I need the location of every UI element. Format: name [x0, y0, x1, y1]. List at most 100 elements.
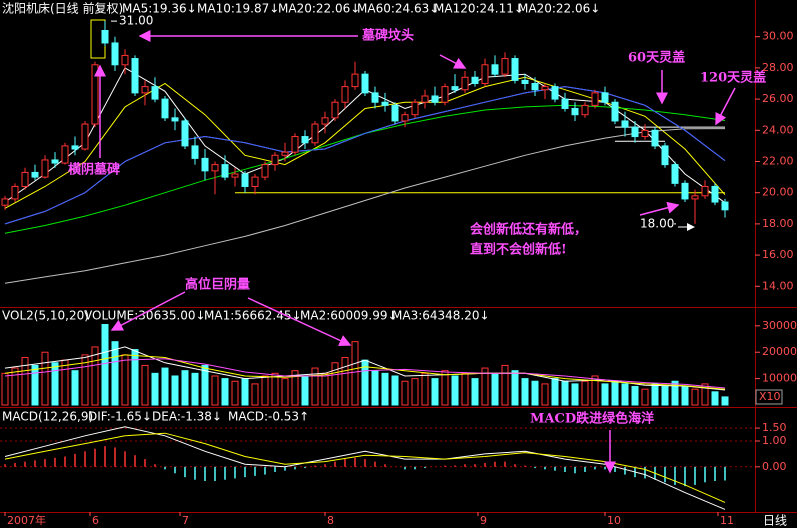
volume-bar — [111, 341, 119, 406]
y-tick-label: 28.00 — [762, 61, 794, 74]
y-tick-label: 24.00 — [762, 123, 794, 136]
volume-bar — [671, 380, 679, 406]
candle-body — [301, 136, 309, 144]
legend-entry: MA10:19.87↓ — [197, 2, 279, 16]
candle-body — [661, 145, 669, 166]
volume-bar — [41, 351, 49, 406]
candle-body — [431, 95, 439, 103]
volume-bar — [21, 357, 29, 406]
legend-entry: MA20:22.06↓ — [278, 2, 360, 16]
volume-bar — [301, 375, 309, 406]
x-tick-label: 7 — [182, 514, 189, 527]
candle-body — [161, 98, 169, 119]
candle-body — [631, 126, 639, 138]
annotation: MACD跌进绿色海洋 — [530, 411, 654, 427]
candle-body — [411, 101, 419, 116]
candle-body — [71, 145, 79, 150]
y-tick-label: 26.00 — [762, 92, 794, 105]
volume-bar — [251, 383, 259, 406]
y-tick-label: 30000 — [762, 319, 797, 332]
indicator-line — [4, 358, 726, 389]
volume-bar — [71, 370, 79, 406]
candle-body — [521, 79, 529, 85]
panel-frame — [0, 0, 797, 513]
volume-bar — [291, 370, 299, 406]
annotation-arrows — [94, 30, 736, 474]
annotation: 墓碑坟头 — [361, 28, 414, 44]
volume-bar — [321, 372, 329, 406]
candle-body — [281, 151, 289, 156]
candle-body — [11, 185, 19, 200]
candle-body — [721, 201, 729, 211]
candle-body — [171, 117, 179, 122]
candle-body — [201, 157, 209, 172]
candle-body — [451, 86, 459, 91]
candle-body — [561, 98, 569, 109]
volume-bar — [711, 391, 719, 406]
high-label: 31.00 — [119, 14, 153, 28]
candle-body — [211, 164, 219, 172]
candle-body — [531, 83, 539, 91]
legend-entry: MA60:24.63↓ — [357, 2, 439, 16]
volume-bar — [351, 341, 359, 406]
candle-body — [61, 145, 69, 164]
candle-body — [141, 86, 149, 94]
candle-body — [151, 86, 159, 100]
y-tick-label: 1.50 — [762, 421, 787, 434]
candle-body — [651, 129, 659, 147]
annotation: 高位巨阴量 — [185, 277, 250, 293]
y-tick-label: 20000 — [762, 345, 797, 358]
panel-title: MACD(12,26,9) — [2, 410, 93, 424]
volume-bar — [131, 349, 139, 406]
candle-body — [541, 86, 549, 91]
unit-label: X10 — [759, 390, 781, 403]
candle-body — [31, 171, 39, 178]
volume-bar — [611, 380, 619, 406]
volume-bar — [431, 378, 439, 406]
candle-body — [581, 104, 589, 116]
volume-bar — [701, 383, 709, 406]
indicator-line — [4, 128, 726, 284]
x-tick-label: 2007年 — [7, 513, 46, 527]
legend-entry: DEA:-1.38↓ — [152, 410, 222, 424]
volume-bar — [281, 378, 289, 406]
candle-body — [341, 86, 349, 103]
candle-body — [381, 101, 389, 106]
volume-bar — [541, 383, 549, 406]
volume-bar — [61, 359, 69, 406]
volume-bar — [461, 372, 469, 406]
legend-entry: DIF:-1.65↓ — [88, 410, 152, 424]
candle-body — [711, 185, 719, 203]
volume-bar — [411, 378, 419, 406]
candle-body — [681, 182, 689, 200]
candle-body — [81, 123, 89, 150]
candle-body — [291, 136, 299, 153]
volume-bar — [161, 367, 169, 406]
legend-entry: MA2:60009.99↓ — [300, 309, 398, 323]
candle-body — [91, 64, 99, 125]
candle-body — [491, 64, 499, 75]
volume-bar — [81, 354, 89, 406]
candle-body — [471, 76, 479, 85]
candle-body — [401, 114, 409, 122]
annotation: 横阴墓碑 — [68, 162, 120, 178]
volume-bar — [401, 380, 409, 406]
period-label: 日线 — [763, 514, 787, 528]
volume-bar — [441, 370, 449, 406]
candle-body — [241, 173, 249, 187]
volume-bar — [491, 372, 499, 406]
y-tick-label: 18.00 — [762, 217, 794, 230]
volume-bar — [481, 367, 489, 406]
volume-bar — [1, 372, 9, 406]
annotation: 直到不会创新低! — [470, 242, 567, 258]
candle-body — [261, 164, 269, 178]
candle-body — [691, 195, 699, 200]
volume-bar — [691, 388, 699, 406]
x-tick-label: 9 — [480, 514, 487, 527]
volume-bar — [651, 383, 659, 406]
volume-label: VOLUME:30635.00↓ — [84, 309, 206, 323]
volume-bar — [601, 383, 609, 406]
candle-body — [501, 58, 509, 75]
candle-body — [311, 123, 319, 144]
